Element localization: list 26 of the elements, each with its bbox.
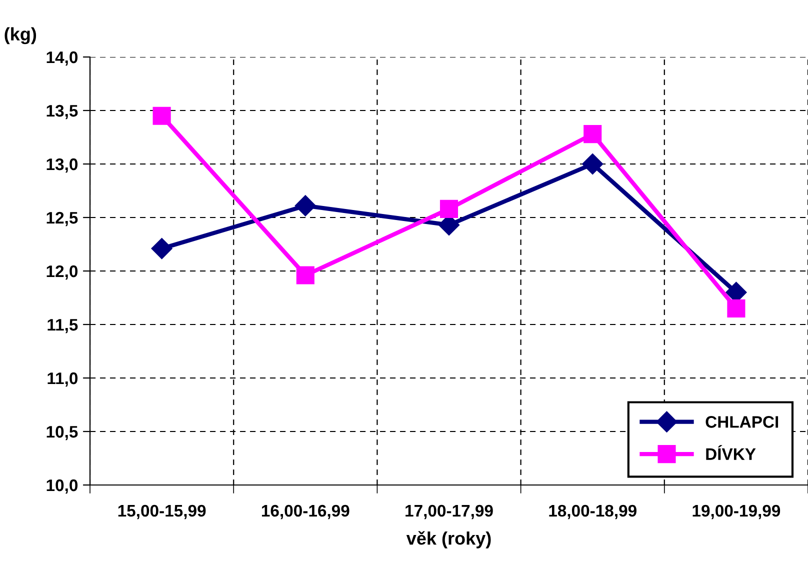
point bbox=[584, 125, 602, 144]
point bbox=[296, 266, 314, 284]
y-tick-label: 11,5 bbox=[48, 319, 78, 334]
y-tick-label: 10,0 bbox=[46, 479, 78, 494]
y-tick-label: 12,0 bbox=[46, 265, 78, 280]
y-tick-label: 12,5 bbox=[46, 212, 78, 226]
x-tick-label: 16,00-16,99 bbox=[262, 504, 350, 520]
point bbox=[152, 106, 171, 125]
x-tick-label: 19,00-19,99 bbox=[692, 504, 780, 520]
y-tick-label: 11,0 bbox=[48, 372, 78, 387]
y-axis-title: (kg) bbox=[4, 27, 36, 44]
point bbox=[440, 200, 458, 218]
y-tick-label: 10,5 bbox=[46, 426, 78, 440]
point bbox=[727, 299, 746, 318]
point bbox=[582, 153, 604, 175]
point bbox=[151, 238, 172, 260]
legend-label: DÍVKY bbox=[706, 445, 756, 460]
x-tick-label: 17,00-17,99 bbox=[406, 504, 493, 520]
legend-label: CHLAPCI bbox=[706, 416, 778, 428]
x-tick-label: 18,00-18,99 bbox=[549, 504, 636, 520]
y-tick-label: 13,0 bbox=[46, 158, 78, 173]
x-tick-label: 15,00-15,99 bbox=[118, 504, 206, 520]
x-axis-title: věk (roky) bbox=[406, 531, 491, 548]
y-tick-label: 14,0 bbox=[46, 51, 78, 66]
point bbox=[294, 195, 316, 216]
y-tick-label: 13,5 bbox=[46, 104, 78, 120]
